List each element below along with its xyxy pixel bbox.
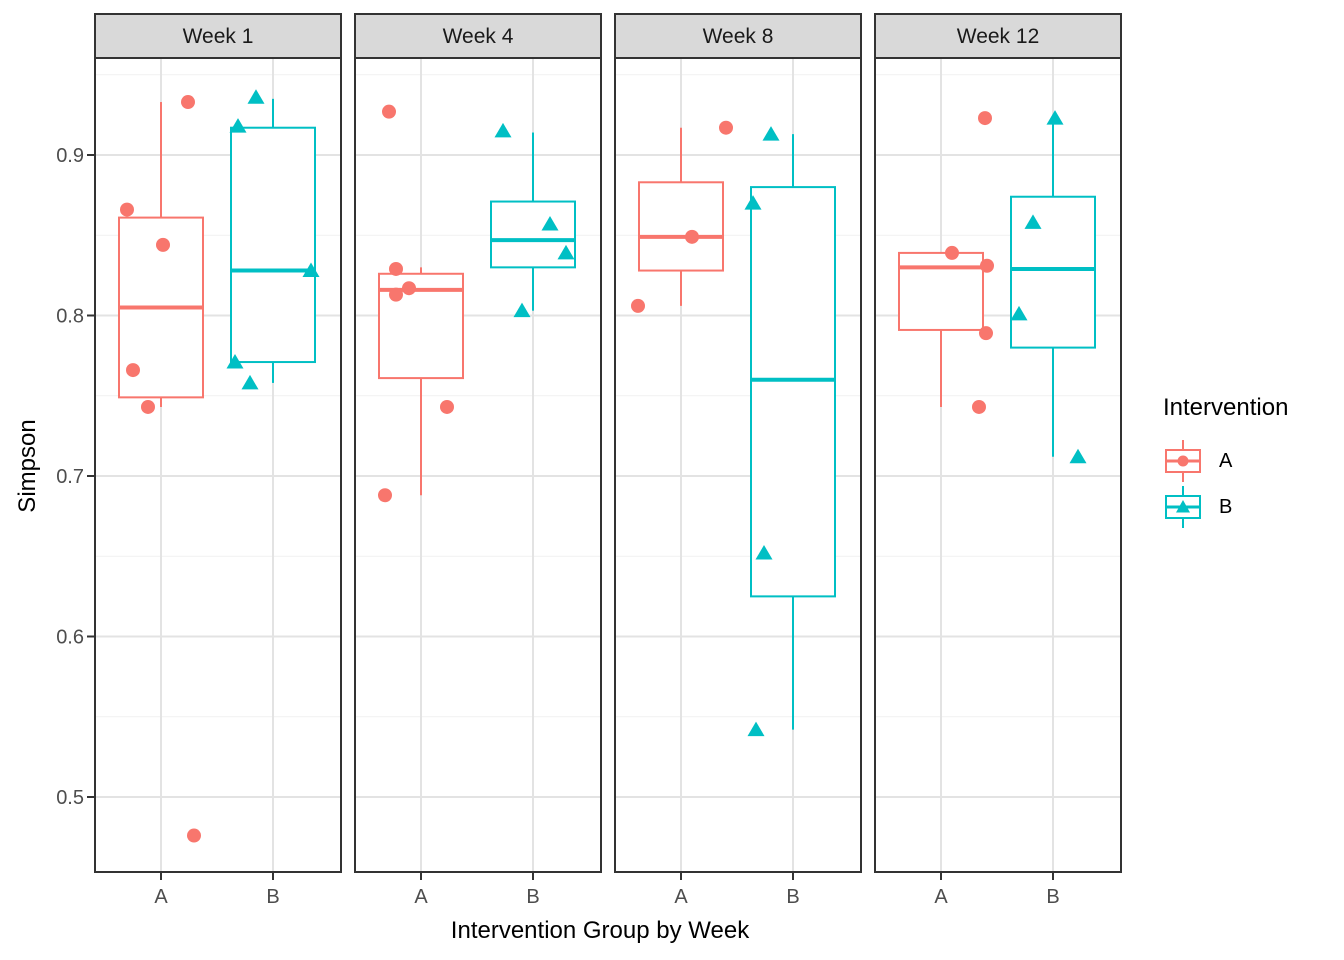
legend-label-b: B [1219, 495, 1233, 518]
box-week-1-b [230, 126, 316, 364]
facet-strip [874, 13, 1122, 59]
y-axis-tick-label: 0.8 [56, 306, 84, 328]
jitter-point-week-12-b [1024, 214, 1042, 229]
x-axis-title: Intervention Group by Week [450, 917, 750, 944]
jitter-point-week-8-b [762, 126, 780, 141]
legend-key-b: B [1163, 484, 1288, 530]
jitter-point-week-8-b [755, 545, 773, 560]
facet-strip-label: Week 1 [183, 25, 254, 48]
facet-strip [354, 13, 602, 59]
facet-strip [614, 13, 862, 59]
legend-glyph-boxplot-b [1165, 486, 1201, 528]
x-axis-tick-label: A [934, 886, 948, 908]
jitter-point-week-12-a [980, 258, 994, 273]
legend-key-a: A [1163, 438, 1288, 484]
legend-label-a: A [1219, 449, 1233, 472]
jitter-point-week-4-a [382, 104, 396, 119]
x-axis-tick-label: B [1046, 886, 1059, 908]
jitter-point-week-4-b [513, 302, 531, 318]
jitter-point-week-4-a [389, 261, 403, 276]
box-week-8-b [750, 186, 836, 598]
jitter-point-week-12-a [979, 326, 993, 341]
jitter-point-week-1-a [187, 828, 201, 843]
facet-strip-label: Week 4 [443, 25, 514, 48]
x-axis-tick-label: A [154, 886, 168, 908]
jitter-point-week-12-b [1010, 305, 1028, 321]
panel-background [355, 58, 601, 872]
jitter-point-week-8-b [747, 721, 765, 737]
jitter-point-week-12-a [978, 111, 992, 126]
box-week-12-a [898, 251, 984, 331]
jitter-point-week-8-a [719, 120, 733, 135]
jitter-point-week-1-a [141, 399, 155, 414]
jitter-point-week-1-a [181, 95, 195, 110]
legend-title: Intervention [1163, 394, 1289, 421]
jitter-point-week-12-a [972, 399, 986, 414]
facet-strip-label: Week 12 [957, 25, 1040, 48]
jitter-point-week-1-b [226, 354, 244, 369]
jitter-point-week-4-b [494, 122, 512, 138]
jitter-point-week-1-b [302, 262, 320, 278]
jitter-point-week-4-a [389, 287, 403, 302]
legend: Intervention A B [1163, 394, 1288, 530]
jitter-point-week-8-b [744, 195, 762, 210]
box-week-8-a [638, 181, 724, 272]
x-axis-tick-label: A [414, 886, 428, 908]
jitter-point-week-12-a [945, 245, 959, 260]
jitter-point-week-8-a [685, 229, 699, 244]
jitter-point-week-1-a [126, 363, 140, 378]
box-week-12-b [1010, 195, 1096, 349]
x-axis-tick-label: A [674, 886, 688, 908]
jitter-point-week-4-b [557, 244, 575, 260]
jitter-point-week-1-a [120, 202, 134, 217]
jitter-point-week-8-a [631, 298, 645, 313]
y-axis-tick-label: 0.7 [56, 466, 84, 488]
jitter-point-week-4-a [440, 399, 454, 414]
jitter-point-week-4-a [378, 488, 392, 503]
facet-strip-label: Week 8 [703, 25, 774, 48]
jitter-point-week-1-b [229, 118, 247, 133]
y-axis-title: Simpson [14, 419, 41, 513]
jitter-point-week-1-a [156, 237, 170, 252]
y-axis-tick-label: 0.6 [56, 627, 84, 649]
jitter-point-week-4-a [402, 281, 416, 296]
x-axis-tick-label: B [786, 886, 799, 908]
jitter-point-week-4-b [541, 216, 559, 231]
x-axis-tick-label: B [266, 886, 279, 908]
y-axis-tick-label: 0.9 [56, 145, 84, 167]
legend-glyph-boxplot-a [1165, 440, 1201, 482]
jitter-point-week-1-b [247, 89, 265, 104]
jitter-point-week-12-b [1069, 448, 1087, 464]
jitter-point-week-12-b [1046, 110, 1064, 125]
jitter-point-week-1-b [241, 374, 259, 390]
panel-background [875, 58, 1121, 872]
x-axis-tick-label: B [526, 886, 539, 908]
facet-strip [94, 13, 342, 59]
y-axis-tick-label: 0.5 [56, 787, 84, 809]
